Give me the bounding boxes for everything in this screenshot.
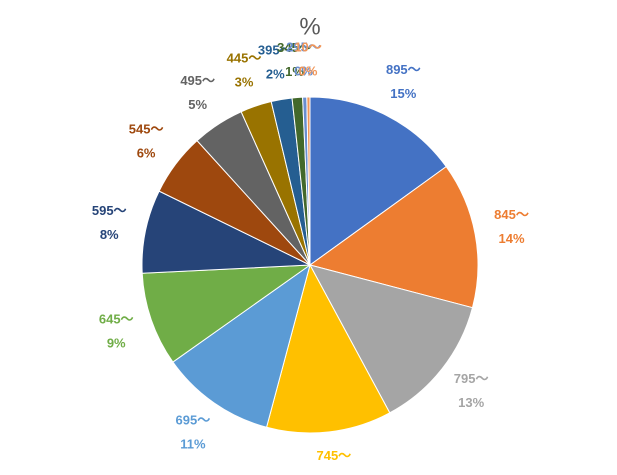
slice-value-label: 13% <box>458 395 484 410</box>
slice-category-label: 345～ <box>277 40 312 55</box>
pie-slice <box>172 263 311 428</box>
pie-slice <box>309 96 447 266</box>
slice-category-label: 845～ <box>494 207 529 222</box>
pie-slice <box>309 264 474 414</box>
slice-category-label: 10～ <box>294 39 321 54</box>
slice-value-label: 0% <box>299 63 318 78</box>
slice-value-label: 6% <box>137 145 156 160</box>
slice-value-label: 1% <box>285 64 304 79</box>
slice-category-label: 545～ <box>129 121 164 136</box>
slice-value-label: 15% <box>390 86 416 101</box>
slice-value-label: 3% <box>235 74 254 89</box>
slice-category-label: 395～ <box>258 42 293 57</box>
slice-category-label: 895～ <box>386 62 421 77</box>
chart-title: % <box>299 13 320 40</box>
pie-slice <box>265 263 391 434</box>
slice-value-label: 11% <box>180 437 206 452</box>
slice-category-label: 795～ <box>454 371 489 386</box>
slice-category-label: 645～ <box>99 311 134 326</box>
slice-value-label: 0% <box>294 64 313 79</box>
slice-value-label: 14% <box>499 231 525 246</box>
pie-slice <box>308 165 479 309</box>
slice-value-label: 8% <box>100 227 119 242</box>
slice-category-label: 595～ <box>92 203 127 218</box>
slice-category-label: 295～ <box>286 40 321 55</box>
pie-slice <box>141 264 312 363</box>
slice-value-label: 2% <box>266 66 285 81</box>
slice-value-label: 12% <box>321 472 347 475</box>
slice-category-label: 695～ <box>176 413 211 428</box>
slice-category-label: 495～ <box>180 73 215 88</box>
slice-category-label: 445～ <box>227 50 262 65</box>
slice-value-label: 5% <box>188 97 207 112</box>
pie-slice <box>306 96 311 266</box>
slice-category-label: 745～ <box>316 448 351 463</box>
slice-value-label: 9% <box>107 335 126 350</box>
